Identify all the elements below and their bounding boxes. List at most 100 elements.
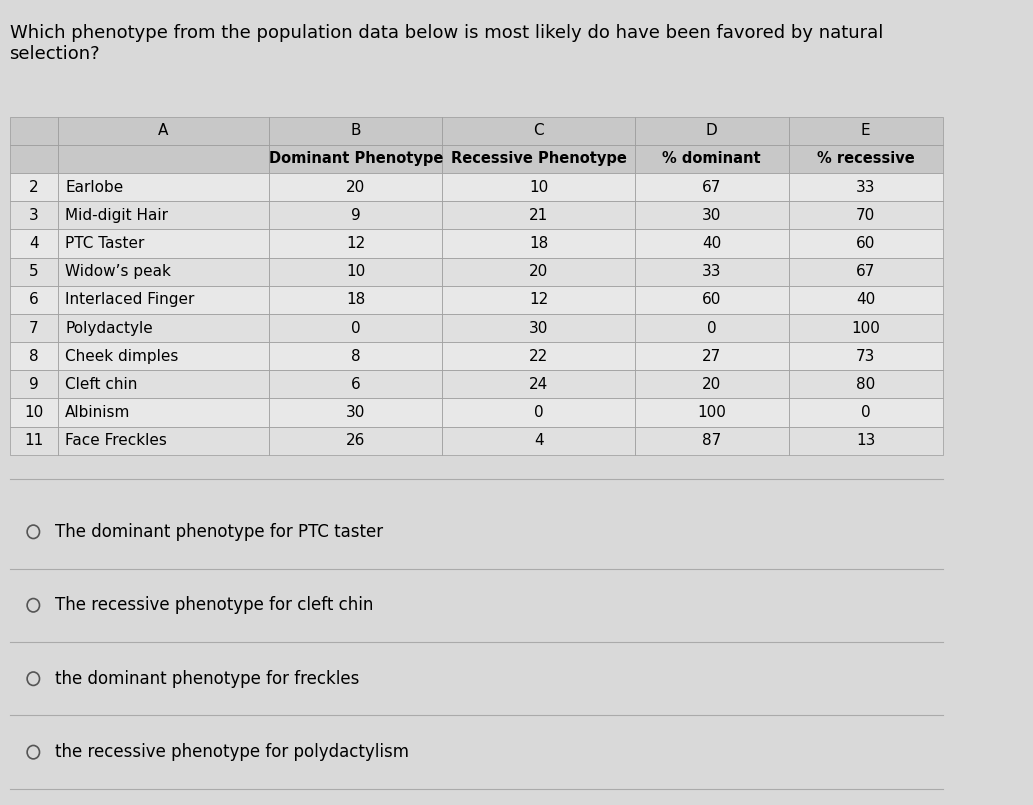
- Bar: [9, 398, 58, 427]
- Text: 0: 0: [860, 405, 871, 420]
- Bar: [270, 286, 442, 314]
- Bar: [789, 117, 943, 145]
- Bar: [789, 370, 943, 398]
- Text: PTC Taster: PTC Taster: [65, 236, 145, 251]
- Bar: [635, 286, 789, 314]
- Bar: [270, 229, 442, 258]
- Bar: [9, 258, 58, 286]
- Bar: [442, 229, 635, 258]
- Bar: [9, 342, 58, 370]
- Bar: [635, 342, 789, 370]
- Text: 12: 12: [346, 236, 366, 251]
- Text: 60: 60: [702, 292, 721, 308]
- Text: 67: 67: [702, 180, 721, 195]
- Bar: [442, 258, 635, 286]
- Text: A: A: [158, 123, 168, 138]
- Text: Face Freckles: Face Freckles: [65, 433, 167, 448]
- Bar: [270, 145, 442, 173]
- Text: 0: 0: [707, 320, 717, 336]
- Text: 80: 80: [856, 377, 875, 392]
- Bar: [9, 427, 58, 455]
- Bar: [58, 201, 270, 229]
- Text: 6: 6: [29, 292, 38, 308]
- Bar: [442, 398, 635, 427]
- Text: 18: 18: [346, 292, 366, 308]
- Text: 30: 30: [529, 320, 549, 336]
- Text: 87: 87: [702, 433, 721, 448]
- Text: B: B: [350, 123, 362, 138]
- Bar: [270, 342, 442, 370]
- Bar: [270, 427, 442, 455]
- Bar: [9, 286, 58, 314]
- Text: 7: 7: [29, 320, 38, 336]
- Bar: [58, 398, 270, 427]
- Bar: [789, 173, 943, 201]
- Text: E: E: [860, 123, 871, 138]
- Text: The dominant phenotype for PTC taster: The dominant phenotype for PTC taster: [55, 522, 383, 541]
- Text: 40: 40: [856, 292, 875, 308]
- Text: D: D: [706, 123, 718, 138]
- Text: 10: 10: [346, 264, 366, 279]
- Bar: [270, 173, 442, 201]
- Text: 2: 2: [29, 180, 38, 195]
- Text: 24: 24: [529, 377, 549, 392]
- Text: Which phenotype from the population data below is most likely do have been favor: Which phenotype from the population data…: [9, 24, 883, 63]
- Bar: [635, 314, 789, 342]
- Bar: [635, 229, 789, 258]
- Text: 73: 73: [856, 349, 875, 364]
- Text: Cleft chin: Cleft chin: [65, 377, 137, 392]
- Text: 18: 18: [529, 236, 549, 251]
- Text: 10: 10: [529, 180, 549, 195]
- Bar: [789, 342, 943, 370]
- Bar: [789, 398, 943, 427]
- Bar: [270, 201, 442, 229]
- Bar: [442, 145, 635, 173]
- Bar: [789, 258, 943, 286]
- Bar: [789, 286, 943, 314]
- Text: 20: 20: [346, 180, 366, 195]
- Bar: [58, 173, 270, 201]
- Text: Recessive Phenotype: Recessive Phenotype: [450, 151, 627, 167]
- Text: 20: 20: [529, 264, 549, 279]
- Bar: [58, 145, 270, 173]
- Bar: [58, 314, 270, 342]
- Text: 12: 12: [529, 292, 549, 308]
- Bar: [270, 398, 442, 427]
- Bar: [635, 173, 789, 201]
- Bar: [9, 370, 58, 398]
- Text: 9: 9: [351, 208, 361, 223]
- Bar: [789, 229, 943, 258]
- Text: Dominant Phenotype: Dominant Phenotype: [269, 151, 443, 167]
- Text: the dominant phenotype for freckles: the dominant phenotype for freckles: [55, 670, 359, 687]
- Bar: [58, 117, 270, 145]
- Text: 26: 26: [346, 433, 366, 448]
- Bar: [442, 342, 635, 370]
- Text: Albinism: Albinism: [65, 405, 130, 420]
- Bar: [58, 427, 270, 455]
- Bar: [9, 201, 58, 229]
- Text: 0: 0: [534, 405, 543, 420]
- Bar: [270, 314, 442, 342]
- Text: Widow’s peak: Widow’s peak: [65, 264, 171, 279]
- Bar: [9, 314, 58, 342]
- Bar: [789, 201, 943, 229]
- Bar: [635, 258, 789, 286]
- Text: 27: 27: [702, 349, 721, 364]
- Text: 20: 20: [702, 377, 721, 392]
- Text: 100: 100: [851, 320, 880, 336]
- Bar: [270, 370, 442, 398]
- Bar: [442, 173, 635, 201]
- Bar: [442, 117, 635, 145]
- Text: C: C: [533, 123, 544, 138]
- Bar: [270, 117, 442, 145]
- Text: 30: 30: [346, 405, 366, 420]
- Bar: [442, 201, 635, 229]
- Text: 10: 10: [24, 405, 43, 420]
- Text: 4: 4: [29, 236, 38, 251]
- Text: 33: 33: [856, 180, 875, 195]
- Text: 4: 4: [534, 433, 543, 448]
- Bar: [9, 229, 58, 258]
- Text: 100: 100: [697, 405, 726, 420]
- Text: 13: 13: [856, 433, 875, 448]
- Text: 5: 5: [29, 264, 38, 279]
